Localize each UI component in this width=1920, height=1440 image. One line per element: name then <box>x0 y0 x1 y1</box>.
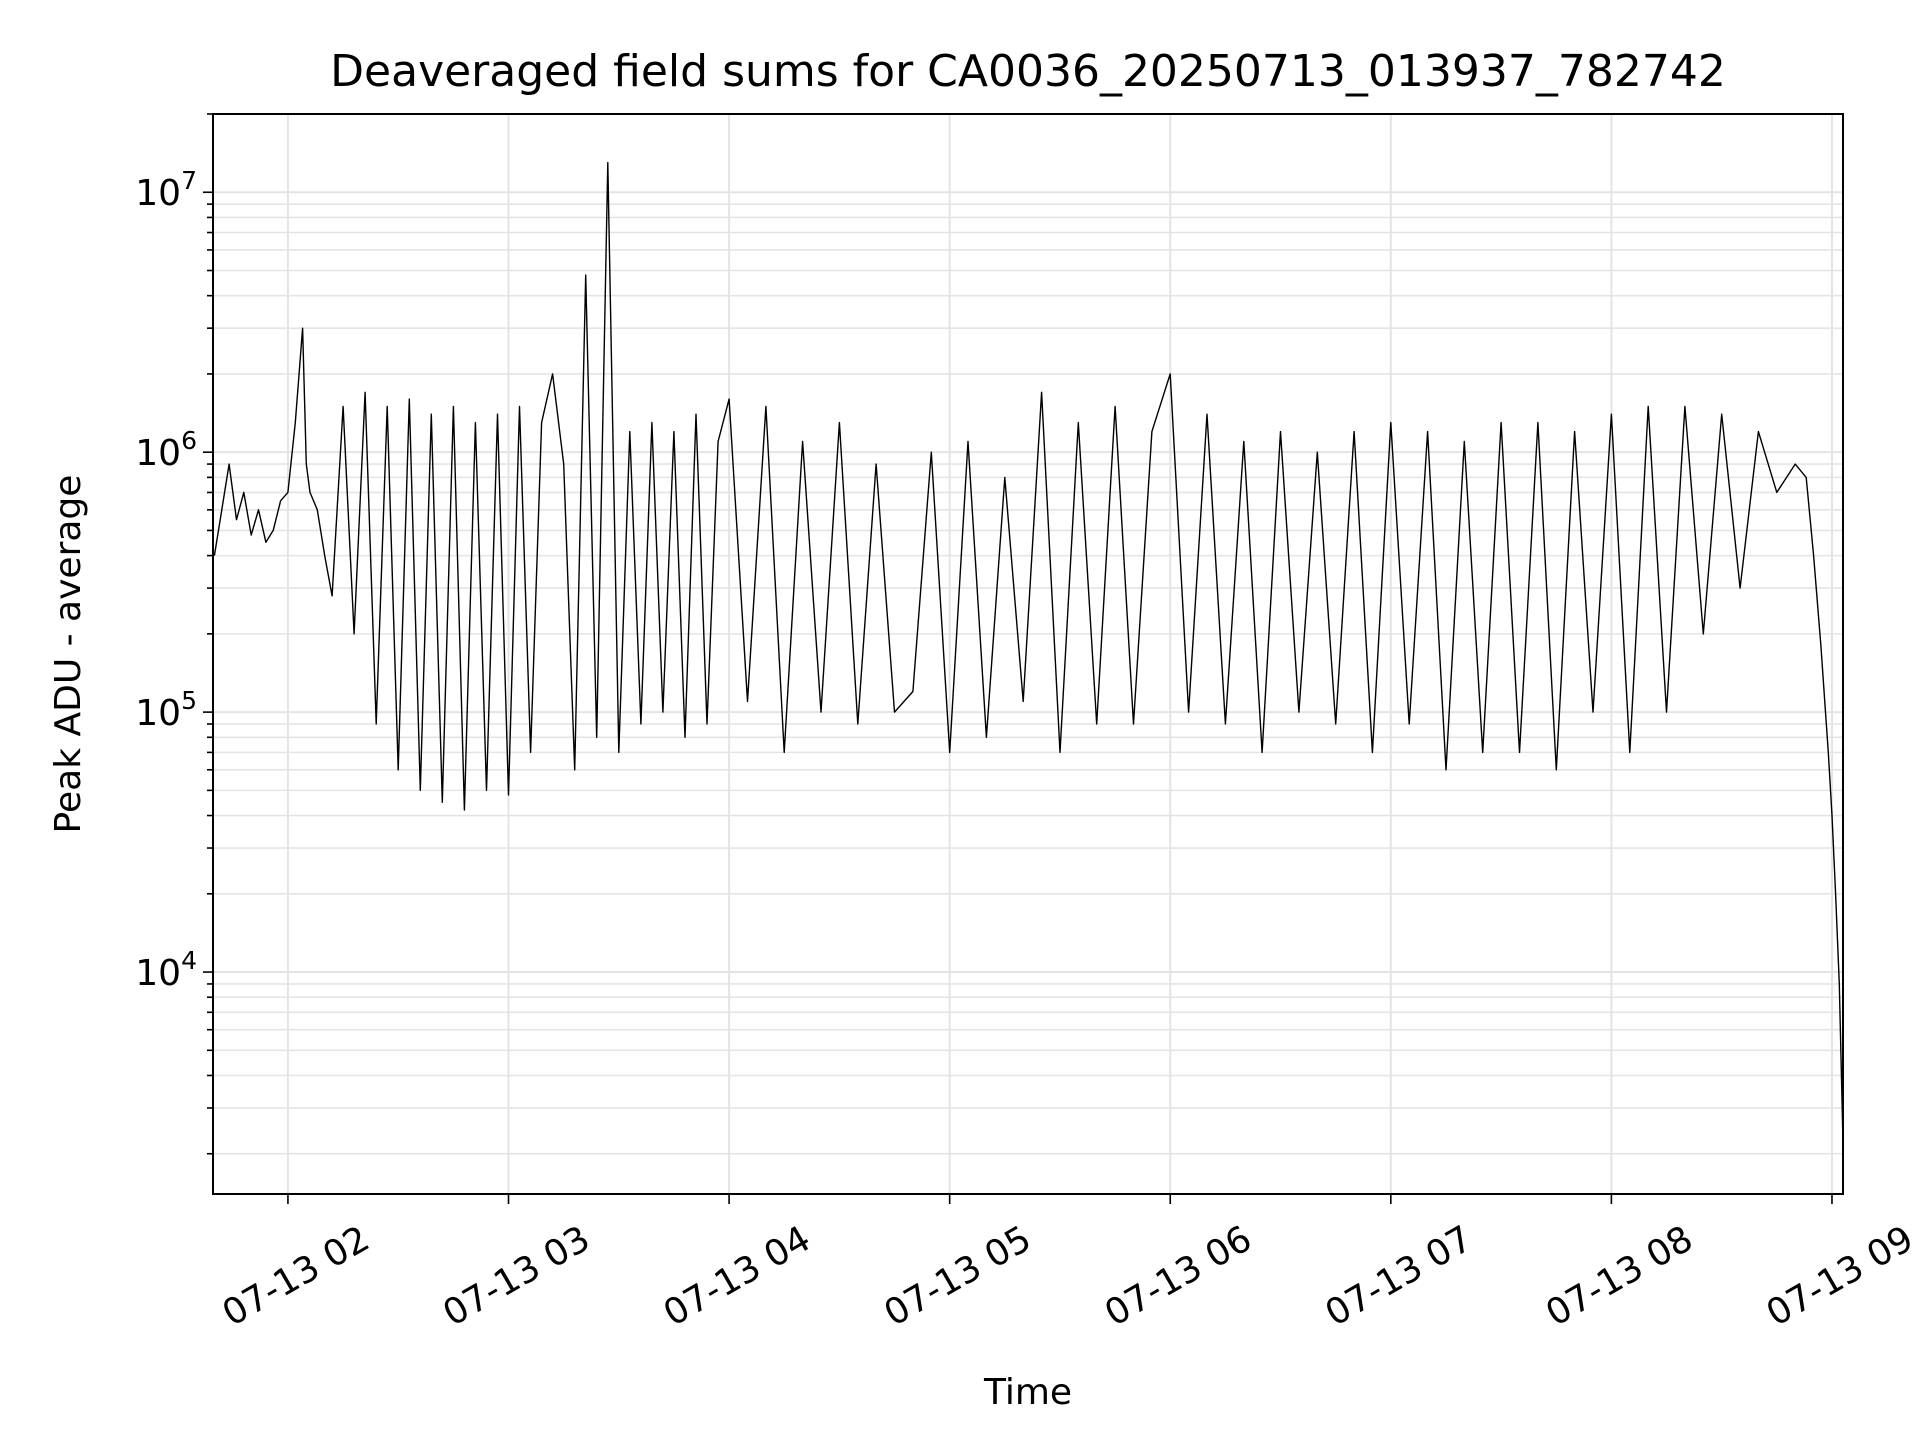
series-layer <box>213 161 1844 1144</box>
y-tick-label: 105 <box>135 686 197 734</box>
series-line-peak-adu <box>213 161 1844 1144</box>
y-axis-label: Peak ADU - average <box>48 475 89 834</box>
plot-frame <box>212 113 1844 1195</box>
x-axis-label: Time <box>983 1372 1072 1413</box>
y-tick-base: 10 <box>135 173 181 214</box>
y-tick-exponent: 6 <box>181 426 197 455</box>
y-tick-exponent: 7 <box>181 166 197 195</box>
y-tick-base: 10 <box>135 433 181 474</box>
y-tick-label: 104 <box>135 946 197 994</box>
chart-title: Deaveraged field sums for CA0036_2025071… <box>330 46 1726 97</box>
y-tick-label: 107 <box>135 166 197 214</box>
y-tick-exponent: 5 <box>181 686 197 715</box>
y-tick-label: 106 <box>135 426 197 474</box>
y-tick-base: 10 <box>135 693 181 734</box>
grid-lines <box>213 113 1843 1194</box>
y-tick-base: 10 <box>135 953 181 994</box>
y-tick-exponent: 4 <box>181 946 197 975</box>
